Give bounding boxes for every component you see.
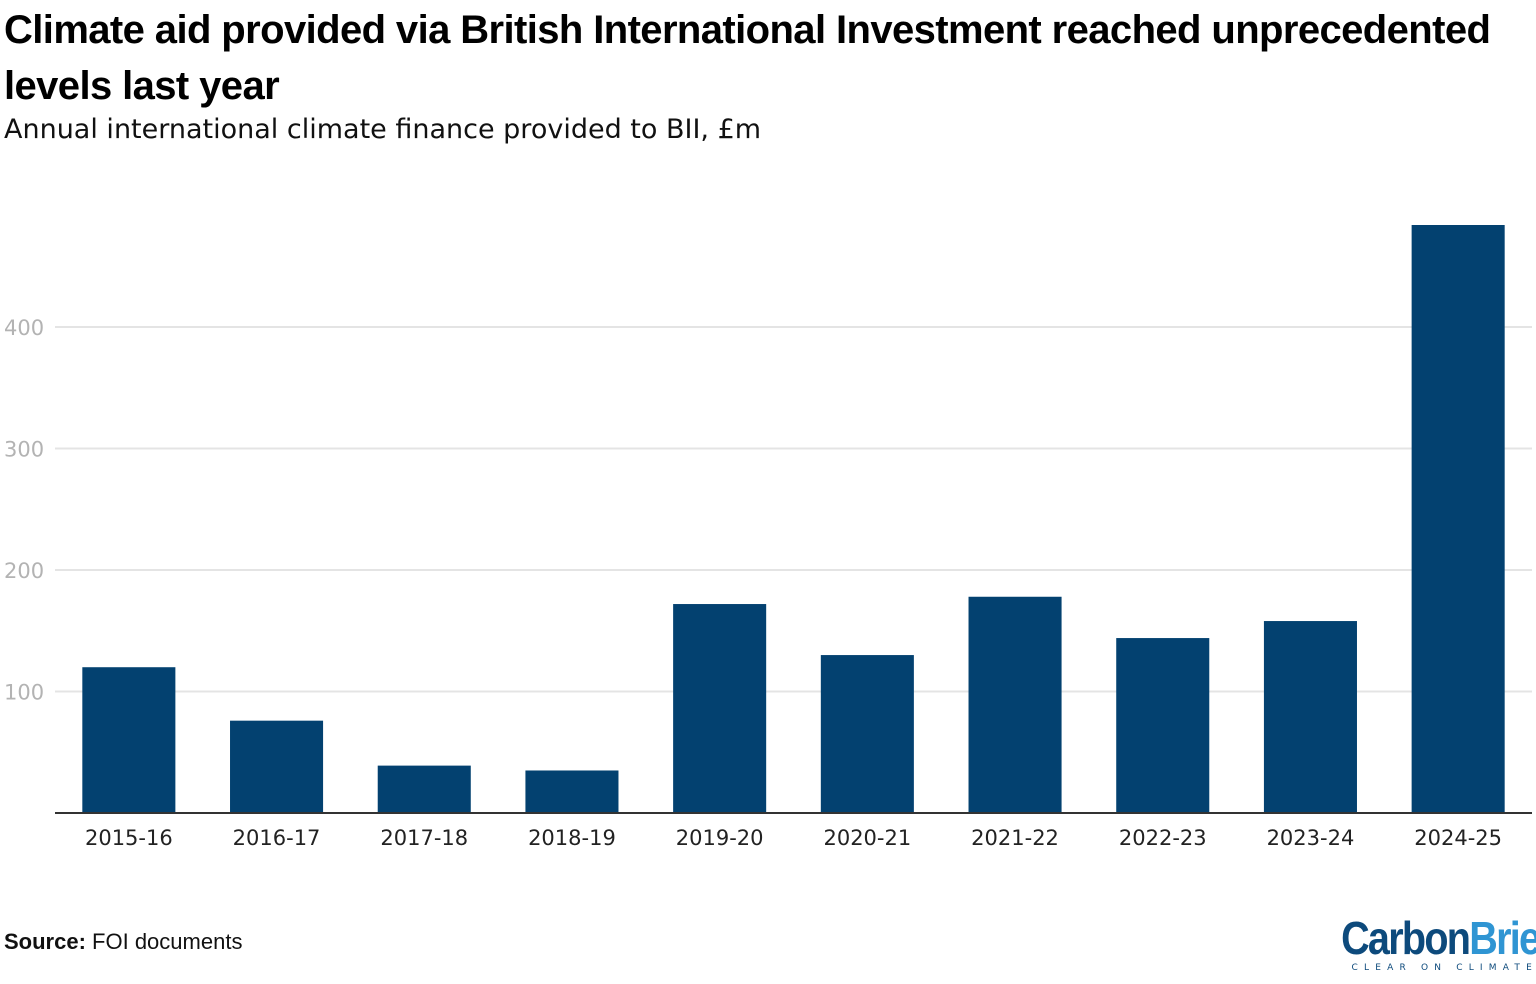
bar-2017-18: [377, 765, 471, 813]
logo-wordmark: CarbonBrief: [1341, 912, 1536, 964]
bar-2024-25: [1411, 225, 1505, 813]
logo-tagline: CLEAR ON CLIMATE: [1351, 963, 1536, 973]
source-note: Source: FOI documents: [4, 928, 242, 956]
y-tick-label-200: 200: [4, 559, 44, 583]
y-tick-label-400: 400: [4, 316, 44, 340]
source-label: Source:: [4, 929, 86, 954]
x-tick-label-2022-23: 2022-23: [1119, 826, 1207, 850]
chart-title: Climate aid provided via British Interna…: [4, 8, 1491, 108]
x-tick-label-2021-22: 2021-22: [971, 826, 1059, 850]
y-tick-label-100: 100: [4, 681, 44, 705]
x-tick-label-2019-20: 2019-20: [676, 826, 764, 850]
bar-2020-21: [820, 655, 914, 813]
x-tick-label-2024-25: 2024-25: [1414, 826, 1502, 850]
x-tick-label-2023-24: 2023-24: [1267, 826, 1355, 850]
y-axis-tick-labels: 100 200 300 400: [4, 316, 44, 704]
x-tick-label-2020-21: 2020-21: [823, 826, 911, 850]
bar-2023-24: [1263, 621, 1357, 813]
x-tick-label-2015-16: 2015-16: [85, 826, 173, 850]
carbon-brief-logo: CarbonBrief CLEAR ON CLIMATE: [1310, 912, 1536, 974]
logo-word-carbon: Carbon: [1341, 912, 1471, 964]
bar-2022-23: [1116, 638, 1210, 813]
x-axis-tick-labels: 2015-16 2016-17 2017-18 2018-19 2019-20 2020-…: [85, 826, 1502, 850]
logo-word-brief: Brief: [1469, 912, 1536, 964]
bar-2021-22: [968, 596, 1062, 813]
bars: [82, 225, 1505, 813]
x-tick-label-2016-17: 2016-17: [233, 826, 321, 850]
bar-2016-17: [230, 720, 324, 813]
x-tick-label-2017-18: 2017-18: [380, 826, 468, 850]
bar-2018-19: [525, 770, 619, 813]
x-tick-label-2018-19: 2018-19: [528, 826, 616, 850]
bar-chart: 100 200 300 400 2015-16 2016-17 2017-18 2018-1…: [4, 225, 1532, 850]
chart-subtitle: Annual international climate finance pro…: [4, 114, 762, 145]
bar-2015-16: [82, 667, 176, 813]
y-tick-label-300: 300: [4, 438, 44, 462]
source-text: FOI documents: [92, 929, 243, 954]
bar-2019-20: [673, 604, 767, 813]
